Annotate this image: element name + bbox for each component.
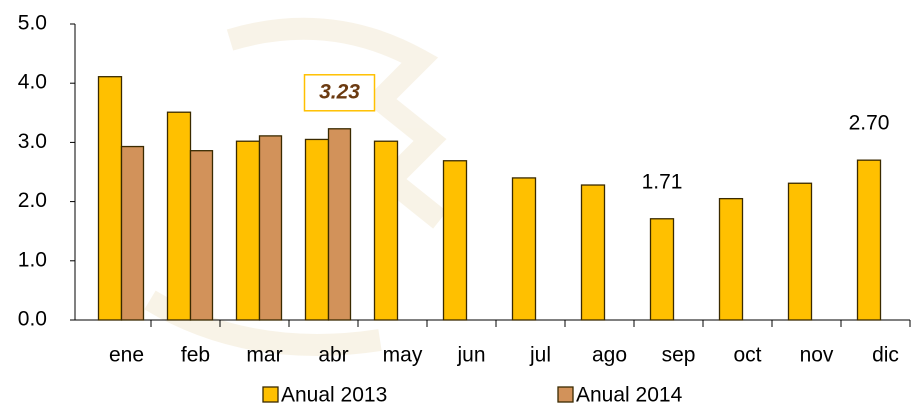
bar xyxy=(373,140,399,321)
bar xyxy=(649,218,675,321)
bar xyxy=(97,76,123,321)
bar xyxy=(580,184,606,321)
bar xyxy=(120,145,145,321)
x-tick-label: ago xyxy=(592,344,627,367)
bar xyxy=(235,140,261,321)
bar xyxy=(787,182,813,321)
y-tick-label: 5.0 xyxy=(18,12,47,35)
y-tick-label: 3.0 xyxy=(18,130,47,153)
legend-swatch xyxy=(262,386,279,403)
legend-label: Anual 2014 xyxy=(576,384,683,407)
data-label: 3.23 xyxy=(319,80,360,103)
x-tick-label: oct xyxy=(733,344,761,367)
y-tick-label: 0.0 xyxy=(18,308,47,331)
bar xyxy=(718,197,744,321)
bar xyxy=(304,138,330,321)
data-label-box xyxy=(303,74,376,112)
x-tick-label: jul xyxy=(529,344,551,367)
x-tick-label: may xyxy=(383,344,423,367)
x-tick-label: nov xyxy=(800,344,834,367)
bar xyxy=(189,150,214,321)
legend-swatch xyxy=(557,386,574,403)
data-label: 1.71 xyxy=(642,170,683,193)
bar xyxy=(511,177,537,321)
x-tick-label: dic xyxy=(872,344,899,367)
y-tick-label: 4.0 xyxy=(18,71,47,94)
y-tick-label: 1.0 xyxy=(18,248,47,271)
bar xyxy=(258,135,283,321)
x-tick-label: jun xyxy=(456,344,485,367)
data-label: 2.70 xyxy=(849,112,890,135)
y-tick-label: 2.0 xyxy=(18,189,47,212)
watermark-shape xyxy=(226,17,447,229)
x-tick-label: sep xyxy=(662,344,696,367)
bar xyxy=(166,111,192,321)
bar xyxy=(327,128,352,321)
x-tick-label: abr xyxy=(318,344,348,367)
bar xyxy=(442,160,468,321)
x-tick-label: mar xyxy=(246,344,282,367)
bar xyxy=(856,159,882,321)
legend-label: Anual 2013 xyxy=(281,384,387,407)
x-tick-label: ene xyxy=(109,344,144,367)
x-tick-label: feb xyxy=(181,344,210,367)
